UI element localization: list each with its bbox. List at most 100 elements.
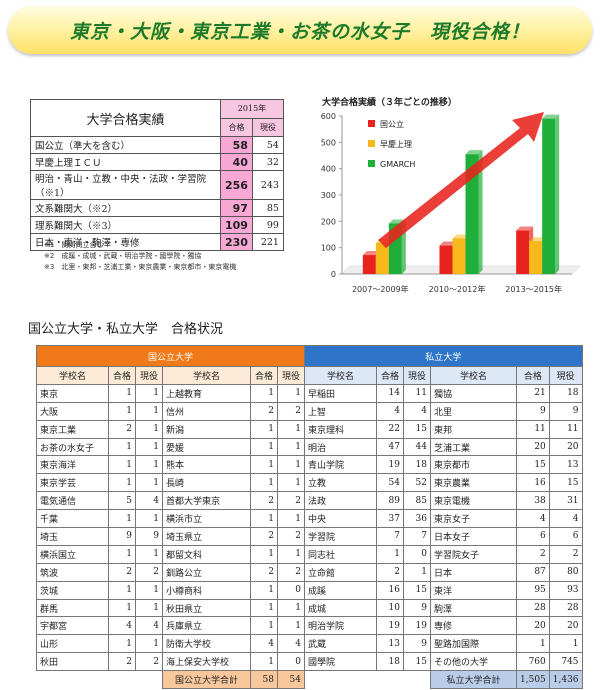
national-pass-cell: 1	[250, 598, 278, 618]
private-school-cell: 明治	[304, 437, 377, 457]
national-current-cell: 1	[135, 634, 163, 654]
y-tick-label: 0	[331, 270, 336, 279]
national-current-cell: 1	[135, 455, 163, 475]
private-school-cell: その他の大学	[430, 652, 517, 672]
private-current-cell: 80	[548, 562, 583, 582]
national-pass-cell: 1	[108, 544, 136, 564]
y-tick-label: 100	[321, 244, 336, 253]
results-row: 理系難関大（※3） 109 99	[30, 216, 284, 234]
private-pass-cell: 16	[376, 580, 404, 600]
results-current-cell: 54	[251, 136, 284, 154]
national-current-cell: 1	[135, 544, 163, 564]
national-pass-cell: 1	[250, 616, 278, 636]
national-pass-cell: 1	[250, 383, 278, 403]
results-row: 明治・青山・立教・中央・法政・学習院（※1） 256 243	[30, 170, 284, 200]
private-current-cell: 93	[548, 580, 583, 600]
legend-label: 国公立	[380, 119, 404, 129]
private-school-cell: 東京都市	[430, 455, 517, 475]
national-school-cell: 秋田県立	[162, 598, 251, 618]
national-school-cell: 東京海洋	[36, 455, 109, 475]
results-year: 2015年	[220, 99, 284, 119]
national-school-cell: 小樽商科	[162, 580, 251, 600]
private-current-cell: 19	[403, 616, 431, 636]
private-school-cell: 聖路加国際	[430, 634, 517, 654]
private-school-cell: 立教	[304, 473, 377, 493]
national-pass-cell: 1	[250, 473, 278, 493]
national-pass-cell: 1	[250, 419, 278, 439]
bar	[516, 230, 530, 274]
results-current-cell: 221	[251, 233, 284, 251]
legend-label: GMARCH	[380, 160, 415, 169]
bar-top	[465, 150, 483, 155]
legend-swatch	[368, 160, 375, 167]
national-pass-cell: 2	[250, 401, 278, 421]
private-current-cell: 4	[403, 401, 431, 421]
private-pass-cell: 2	[516, 544, 550, 564]
national-current-cell: 1	[277, 419, 305, 439]
national-pass-cell: 9	[108, 527, 136, 546]
national-pass-cell: 1	[250, 652, 278, 672]
private-pass-cell: 19	[376, 616, 404, 636]
y-tick-label: 500	[321, 138, 336, 147]
bar	[529, 241, 543, 274]
national-school-cell: 上越教育	[162, 383, 251, 403]
section-title: 国公立大学・私立大学 合格状況	[28, 322, 224, 337]
private-school-cell: 東洋	[430, 580, 517, 600]
private-current-cell: 745	[548, 652, 583, 672]
national-school-cell: 熊本	[162, 455, 251, 475]
national-total-current: 54	[277, 670, 305, 690]
national-school-cell: 横浜市立	[162, 509, 251, 529]
national-school-cell: 埼玉	[36, 527, 109, 546]
y-tick-label: 300	[321, 191, 336, 200]
results-name-cell: 早慶上理ＩＣＵ	[30, 153, 221, 171]
bar	[542, 118, 556, 274]
national-school-cell: 埼玉県立	[162, 527, 251, 546]
private-pass-cell: 37	[376, 509, 404, 529]
national-pass-cell: 1	[250, 509, 278, 529]
national-current-cell: 1	[277, 509, 305, 529]
national-school-cell: 信州	[162, 401, 251, 421]
private-school-cell: 上智	[304, 401, 377, 421]
private-current-cell: 52	[403, 473, 431, 493]
national-current-cell: 9	[135, 527, 163, 546]
private-pass-cell: 10	[376, 598, 404, 618]
bar	[362, 255, 376, 274]
bar	[375, 242, 389, 274]
private-pass-cell: 2	[376, 562, 404, 582]
results-pass-cell: 97	[220, 199, 253, 217]
national-school-cell: 宇都宮	[36, 616, 109, 636]
private-pass-cell: 20	[516, 616, 550, 636]
national-school-cell: 山形	[36, 634, 109, 654]
national-school-cell: 東京学芸	[36, 473, 109, 493]
private-school-cell: 青山学院	[304, 455, 377, 475]
private-pass-cell: 7	[376, 527, 404, 546]
national-pass-cell: 1	[108, 401, 136, 421]
national-pass-cell: 2	[250, 491, 278, 511]
private-school-cell: 日本	[430, 562, 517, 582]
private-school-cell: 明治学院	[304, 616, 377, 636]
private-pass-cell: 1	[376, 544, 404, 564]
national-pass-cell: 1	[108, 580, 136, 600]
private-header: 私立大学	[304, 345, 583, 367]
private-current-cell: 6	[548, 527, 583, 546]
private-current-cell: 9	[548, 401, 583, 421]
national-current-cell: 1	[135, 437, 163, 457]
x-tick-label: 2007〜2009年	[352, 284, 409, 294]
results-name-cell: 文系難関大（※2）	[30, 199, 221, 217]
table-row: 秋田 2 2 海上保安大学校 1 0 國學院 18 15 その他の大学 760 745	[36, 652, 583, 672]
table-row: 茨城 1 1 小樽商科 1 0 成蹊 16 15 東洋 95 93	[36, 580, 583, 600]
national-pass-cell: 1	[108, 598, 136, 618]
private-pass-cell: 47	[376, 437, 404, 457]
trend-arrow	[378, 112, 544, 248]
private-school-cell: 専修	[430, 616, 517, 636]
national-current-cell: 1	[135, 509, 163, 529]
results-pass-cell: 40	[220, 153, 253, 171]
national-current-cell: 1	[277, 616, 305, 636]
national-current-cell: 0	[277, 580, 305, 600]
private-school-cell: 北里	[430, 401, 517, 421]
private-pass-cell: 4	[376, 401, 404, 421]
private-current-cell: 31	[548, 491, 583, 511]
results-current-cell: 85	[251, 199, 284, 217]
national-current-cell: 1	[277, 598, 305, 618]
col-pass: 合格	[376, 366, 404, 385]
